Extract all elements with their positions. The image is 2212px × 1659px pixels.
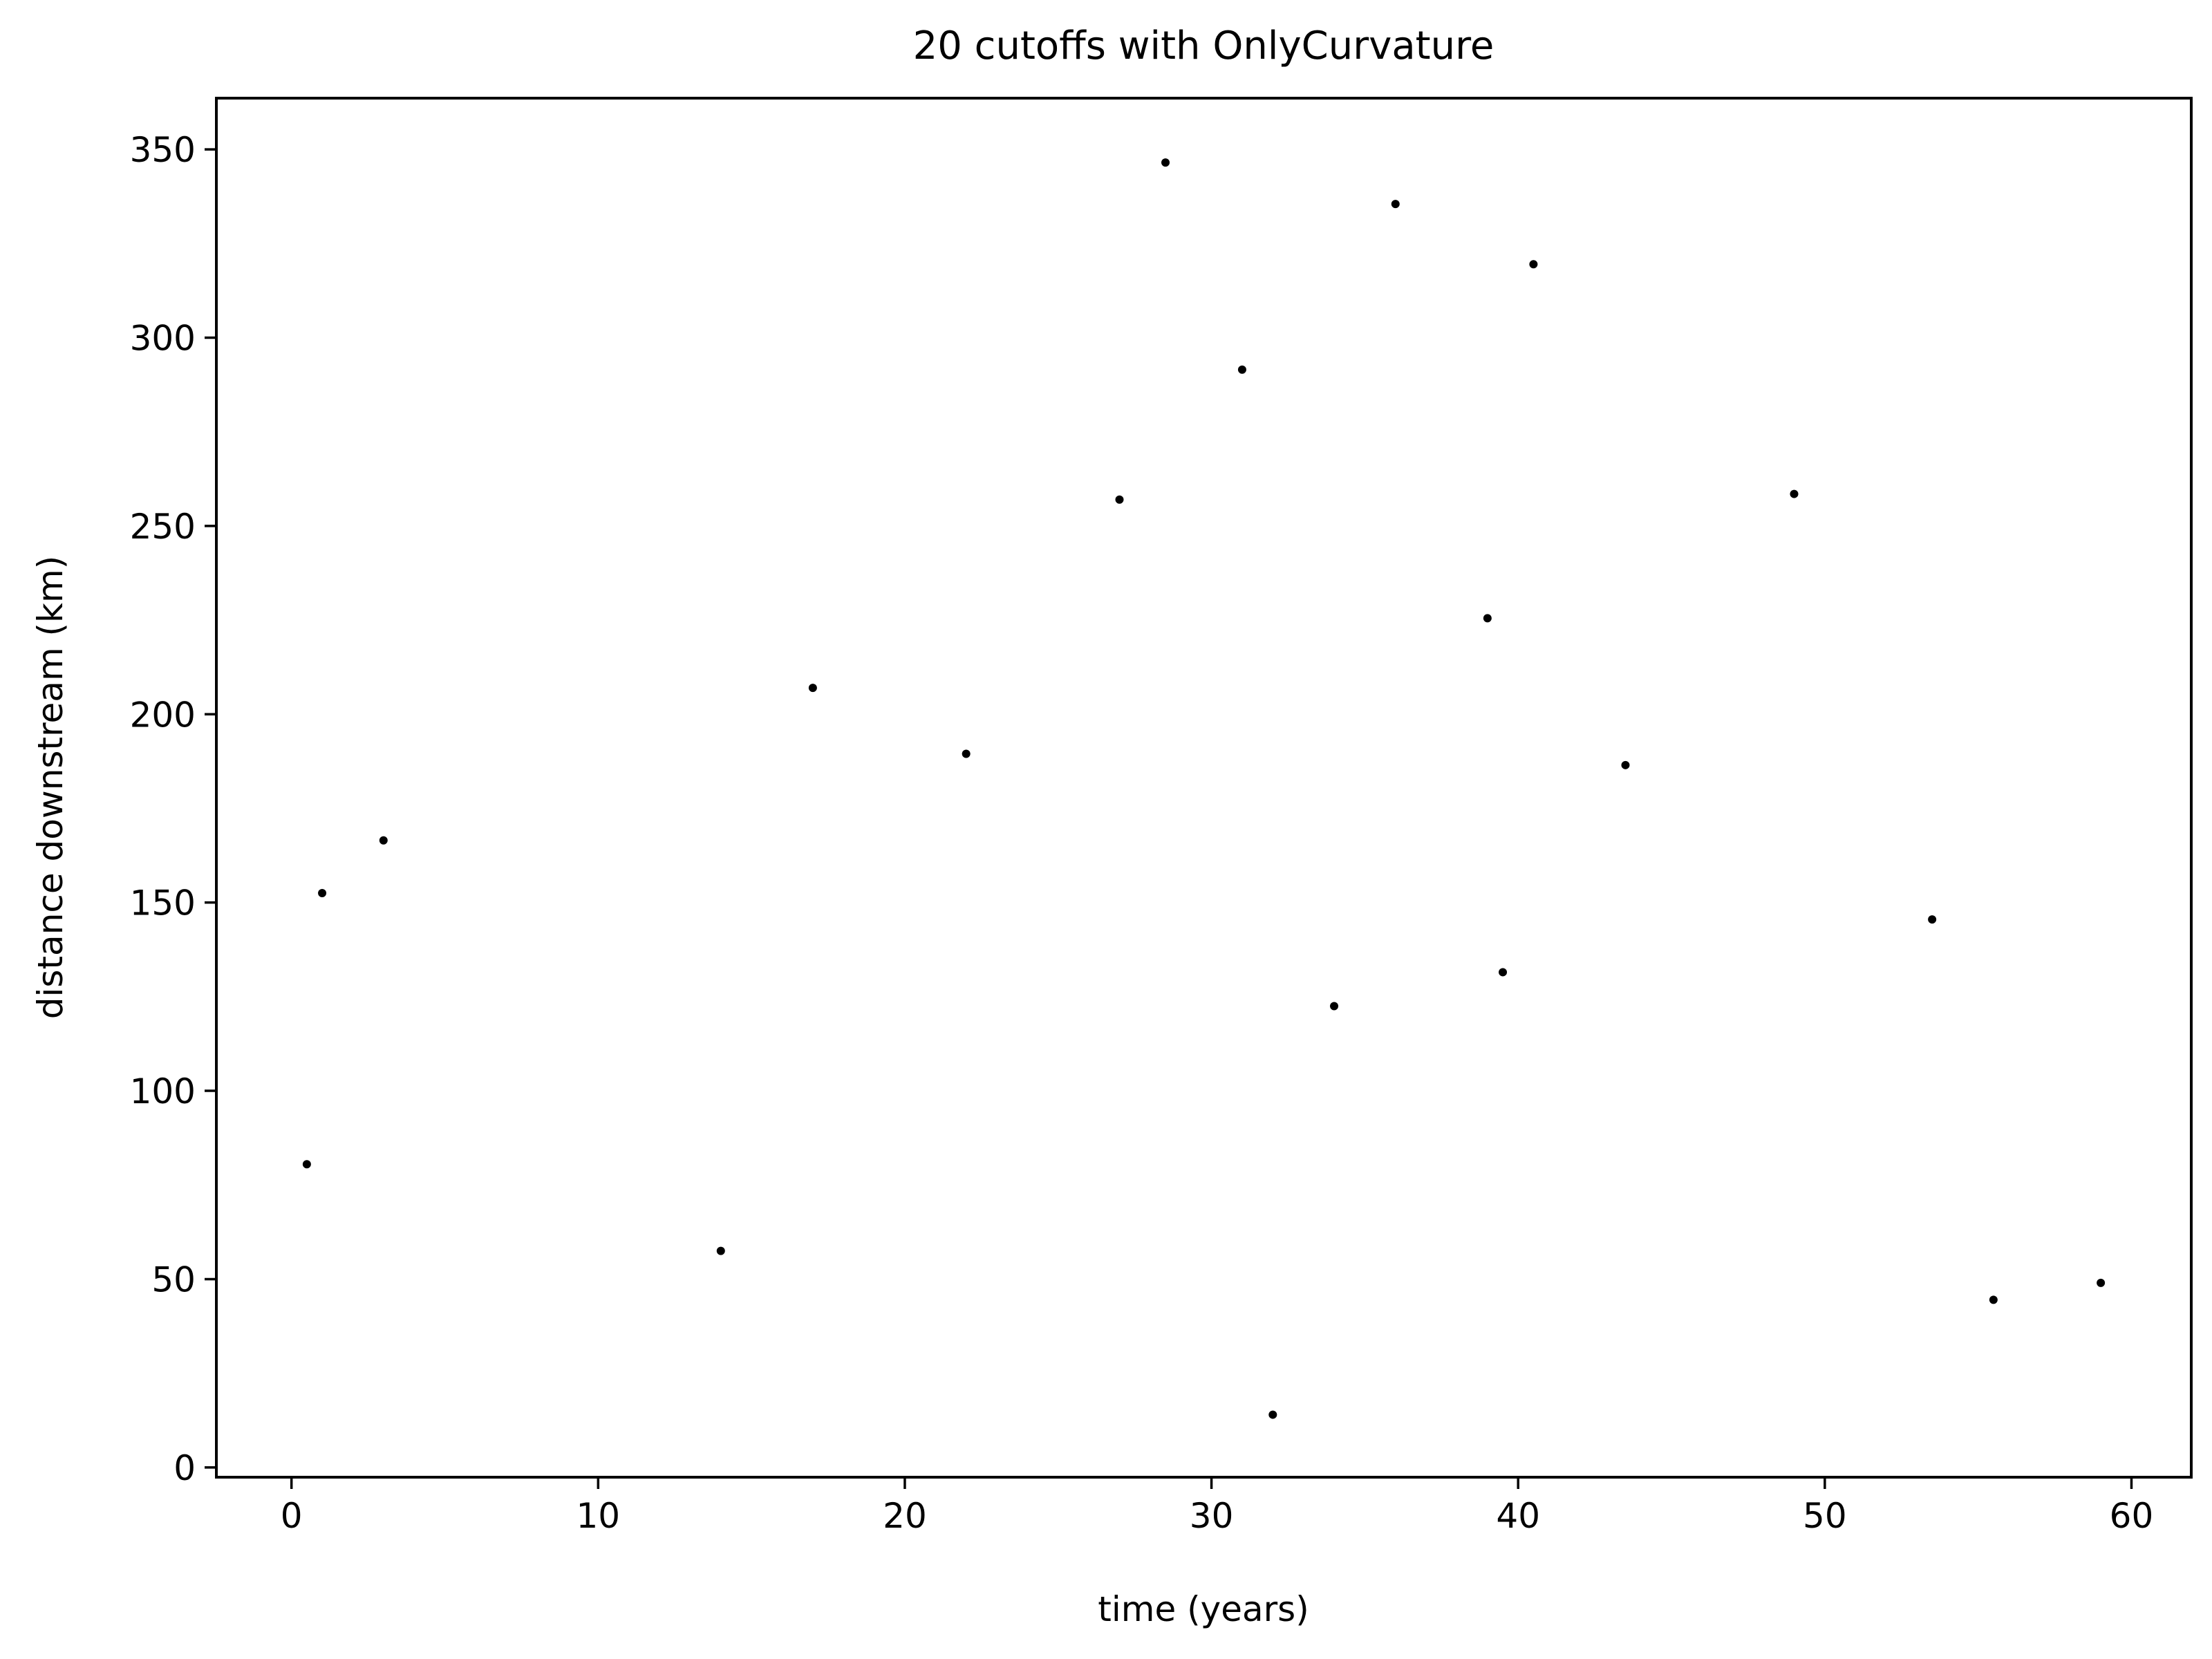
- plot-frame: [215, 97, 2193, 1479]
- y-tick-label: 50: [151, 1259, 196, 1300]
- chart-title: 20 cutoffs with OnlyCurvature: [913, 24, 1494, 68]
- data-point: [1529, 260, 1538, 269]
- data-point: [1989, 1295, 1998, 1304]
- y-tick-label: 200: [130, 695, 196, 735]
- y-tick-label: 250: [130, 507, 196, 547]
- y-tick-label: 150: [130, 883, 196, 924]
- x-tick-label: 10: [577, 1496, 621, 1536]
- y-tick-label: 300: [130, 318, 196, 358]
- y-axis: 0 50 100 150 200 250 300 350: [130, 130, 216, 1488]
- x-tick-label: 50: [1803, 1496, 1847, 1536]
- data-point: [318, 889, 327, 898]
- x-tick-label: 20: [883, 1496, 927, 1536]
- x-tick-label: 60: [2110, 1496, 2154, 1536]
- data-point: [808, 684, 817, 693]
- y-tick-label: 350: [130, 130, 196, 170]
- data-point: [1268, 1410, 1277, 1419]
- x-tick-label: 30: [1190, 1496, 1234, 1536]
- data-points: [302, 158, 2106, 1419]
- data-point: [716, 1246, 725, 1255]
- data-point: [1161, 158, 1170, 167]
- x-tick-label: 0: [281, 1496, 303, 1536]
- data-point: [1115, 495, 1124, 504]
- y-tick-label: 0: [174, 1448, 196, 1488]
- y-tick-label: 100: [130, 1071, 196, 1112]
- data-point: [2097, 1278, 2106, 1287]
- data-point: [1483, 614, 1492, 623]
- data-point: [302, 1160, 311, 1169]
- y-axis-label: distance downstream (km): [30, 556, 71, 1019]
- data-point: [1621, 760, 1630, 769]
- x-tick-label: 40: [1496, 1496, 1540, 1536]
- data-point: [1790, 489, 1799, 498]
- data-point: [1499, 968, 1508, 977]
- data-point: [1237, 365, 1246, 374]
- x-axis: 0 10 20 30 40 50 60: [281, 1477, 2154, 1536]
- data-point: [1330, 1002, 1339, 1011]
- data-point: [962, 749, 971, 758]
- data-point: [379, 836, 388, 845]
- data-point: [1391, 200, 1400, 209]
- x-axis-label: time (years): [1098, 1589, 1309, 1629]
- data-point: [1928, 915, 1937, 924]
